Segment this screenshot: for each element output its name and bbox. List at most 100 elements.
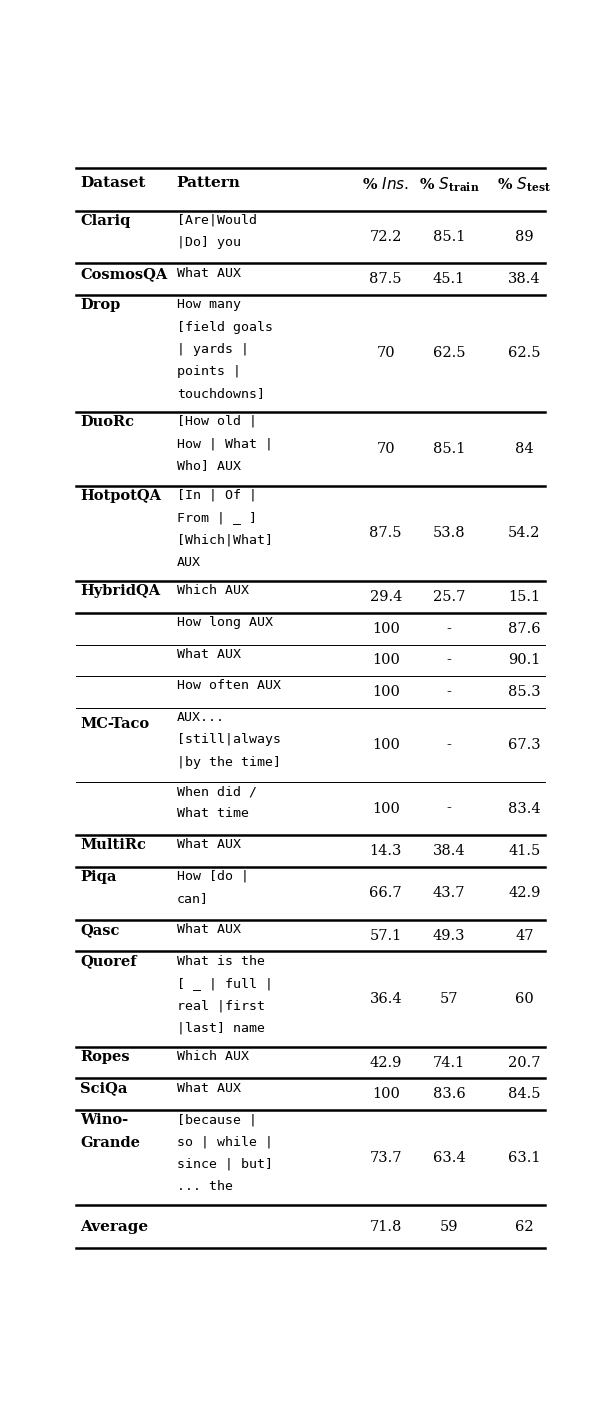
- Text: 57: 57: [440, 993, 458, 1007]
- Text: 15.1: 15.1: [508, 590, 541, 604]
- Text: 45.1: 45.1: [433, 272, 465, 286]
- Text: 41.5: 41.5: [508, 844, 541, 858]
- Text: What is the: What is the: [177, 955, 265, 967]
- Text: 62: 62: [515, 1220, 533, 1234]
- Text: 100: 100: [372, 686, 399, 700]
- Text: since | but]: since | but]: [177, 1158, 273, 1171]
- Text: SciQa: SciQa: [81, 1081, 128, 1095]
- Text: What AUX: What AUX: [177, 838, 241, 851]
- Text: 53.8: 53.8: [433, 526, 465, 540]
- Text: [field goals: [field goals: [177, 321, 273, 334]
- Text: 85.1: 85.1: [433, 442, 465, 456]
- Text: 66.7: 66.7: [370, 886, 402, 900]
- Text: 83.4: 83.4: [508, 802, 541, 816]
- Text: points |: points |: [177, 365, 241, 379]
- Text: % $\mathit{S}_\mathregular{test}$: % $\mathit{S}_\mathregular{test}$: [498, 175, 551, 195]
- Text: | yards |: | yards |: [177, 343, 248, 356]
- Text: 87.6: 87.6: [508, 621, 541, 635]
- Text: 72.2: 72.2: [370, 230, 402, 244]
- Text: Qasc: Qasc: [81, 923, 120, 937]
- Text: -: -: [447, 653, 451, 667]
- Text: so | while |: so | while |: [177, 1136, 273, 1148]
- Text: 63.4: 63.4: [433, 1151, 465, 1165]
- Text: Which AUX: Which AUX: [177, 1050, 248, 1063]
- Text: 100: 100: [372, 737, 399, 751]
- Text: 57.1: 57.1: [370, 928, 402, 942]
- Text: 62.5: 62.5: [508, 346, 541, 360]
- Text: -: -: [447, 621, 451, 635]
- Text: 49.3: 49.3: [433, 928, 465, 942]
- Text: touchdowns]: touchdowns]: [177, 387, 265, 401]
- Text: What time: What time: [177, 808, 248, 820]
- Text: How often AUX: How often AUX: [177, 680, 281, 693]
- Text: -: -: [447, 802, 451, 816]
- Text: Wino-: Wino-: [81, 1113, 128, 1127]
- Text: 90.1: 90.1: [508, 653, 541, 667]
- Text: HybridQA: HybridQA: [81, 585, 161, 599]
- Text: 38.4: 38.4: [433, 844, 465, 858]
- Text: |last] name: |last] name: [177, 1021, 265, 1035]
- Text: [ _ | full |: [ _ | full |: [177, 977, 273, 990]
- Text: What AUX: What AUX: [177, 266, 241, 279]
- Text: 42.9: 42.9: [370, 1056, 402, 1070]
- Text: [Which|What]: [Which|What]: [177, 533, 273, 547]
- Text: AUX...: AUX...: [177, 711, 225, 725]
- Text: 14.3: 14.3: [370, 844, 402, 858]
- Text: % $\mathit{S}_\mathregular{train}$: % $\mathit{S}_\mathregular{train}$: [419, 175, 479, 195]
- Text: 62.5: 62.5: [433, 346, 465, 360]
- Text: 100: 100: [372, 653, 399, 667]
- Text: CosmosQA: CosmosQA: [81, 266, 168, 280]
- Text: 67.3: 67.3: [508, 737, 541, 751]
- Text: 47: 47: [515, 928, 533, 942]
- Text: AUX: AUX: [177, 555, 201, 569]
- Text: Average: Average: [81, 1220, 148, 1234]
- Text: 38.4: 38.4: [508, 272, 541, 286]
- Text: Piqa: Piqa: [81, 869, 117, 883]
- Text: 100: 100: [372, 802, 399, 816]
- Text: How long AUX: How long AUX: [177, 615, 273, 629]
- Text: Quoref: Quoref: [81, 955, 137, 969]
- Text: 70: 70: [376, 346, 395, 360]
- Text: Clariq: Clariq: [81, 213, 131, 227]
- Text: Grande: Grande: [81, 1136, 141, 1150]
- Text: What AUX: What AUX: [177, 648, 241, 660]
- Text: % $\it{Ins.}$: % $\it{Ins.}$: [362, 175, 409, 192]
- Text: 63.1: 63.1: [508, 1151, 541, 1165]
- Text: 74.1: 74.1: [433, 1056, 465, 1070]
- Text: 36.4: 36.4: [370, 993, 402, 1007]
- Text: HotpotQA: HotpotQA: [81, 489, 161, 503]
- Text: 87.5: 87.5: [370, 272, 402, 286]
- Text: 42.9: 42.9: [508, 886, 541, 900]
- Text: [In | Of |: [In | Of |: [177, 489, 257, 502]
- Text: 54.2: 54.2: [508, 526, 541, 540]
- Text: 25.7: 25.7: [433, 590, 465, 604]
- Text: 85.3: 85.3: [508, 686, 541, 700]
- Text: 83.6: 83.6: [433, 1088, 465, 1102]
- Text: 84: 84: [515, 442, 533, 456]
- Text: Which AUX: Which AUX: [177, 585, 248, 597]
- Text: 70: 70: [376, 442, 395, 456]
- Text: When did /: When did /: [177, 785, 257, 798]
- Text: How many: How many: [177, 299, 241, 311]
- Text: DuoRc: DuoRc: [81, 415, 135, 429]
- Text: Dataset: Dataset: [81, 175, 146, 189]
- Text: From | _ ]: From | _ ]: [177, 512, 257, 524]
- Text: [Are|Would: [Are|Would: [177, 213, 257, 227]
- Text: 71.8: 71.8: [370, 1220, 402, 1234]
- Text: -: -: [447, 686, 451, 700]
- Text: 20.7: 20.7: [508, 1056, 541, 1070]
- Text: How [do |: How [do |: [177, 869, 248, 883]
- Text: Ropes: Ropes: [81, 1050, 130, 1064]
- Text: [still|always: [still|always: [177, 733, 281, 746]
- Text: 89: 89: [515, 230, 533, 244]
- Text: 84.5: 84.5: [508, 1088, 541, 1102]
- Text: 60: 60: [515, 993, 534, 1007]
- Text: [because |: [because |: [177, 1113, 257, 1126]
- Text: 29.4: 29.4: [370, 590, 402, 604]
- Text: 100: 100: [372, 621, 399, 635]
- Text: Who] AUX: Who] AUX: [177, 460, 241, 472]
- Text: Pattern: Pattern: [177, 175, 241, 189]
- Text: 43.7: 43.7: [433, 886, 465, 900]
- Text: What AUX: What AUX: [177, 923, 241, 937]
- Text: 73.7: 73.7: [370, 1151, 402, 1165]
